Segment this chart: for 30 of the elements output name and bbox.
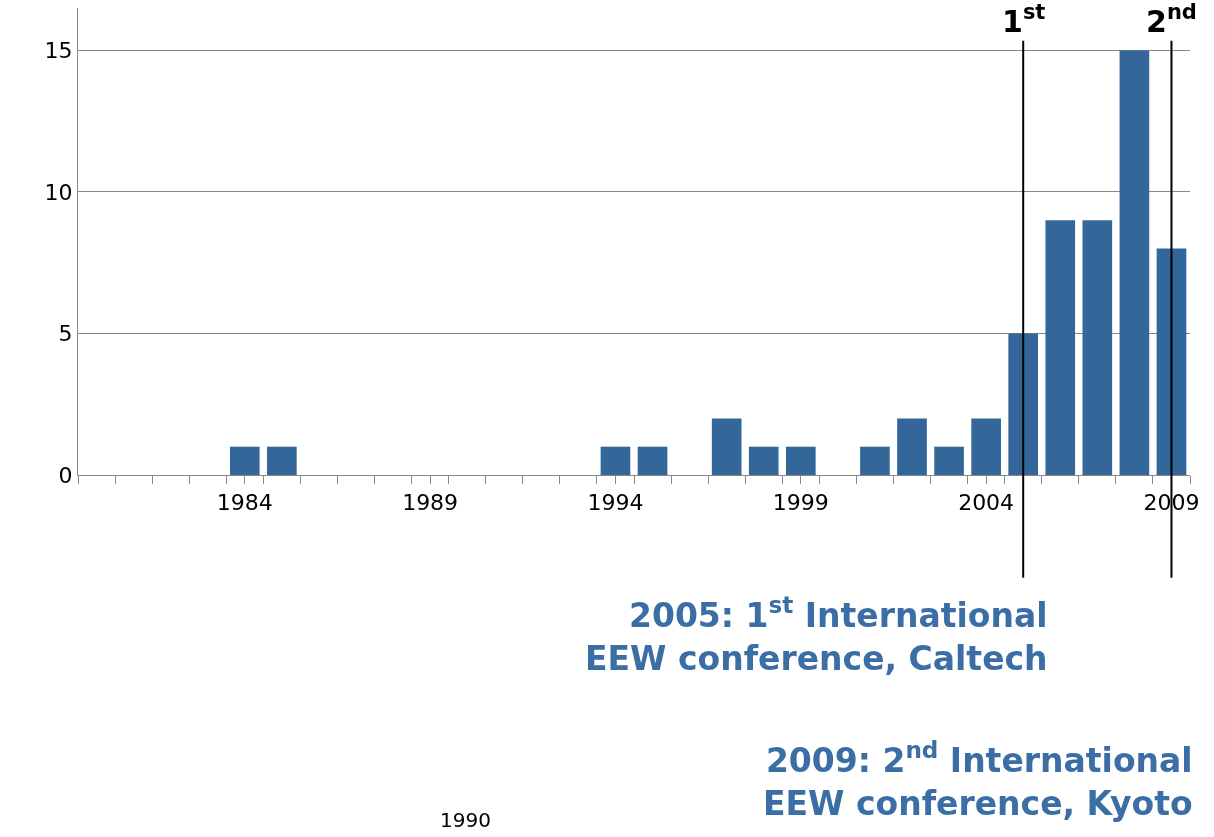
- y-tick-label: 15: [44, 38, 73, 64]
- x-tick-label: 1984: [216, 490, 273, 516]
- bar: [600, 446, 631, 475]
- bar: [711, 418, 742, 475]
- x-tick-label: 1994: [587, 490, 644, 516]
- ref-line-label: 1$^{st}$: [1002, 0, 1046, 39]
- bar: [229, 446, 260, 475]
- bar: [897, 418, 927, 475]
- bar: [748, 446, 779, 475]
- bar: [267, 446, 297, 475]
- text: 2009: 2$^{nd}$ International EEW conference, Kyoto: [763, 737, 1193, 823]
- x-tick-label: 1999: [772, 490, 829, 516]
- bar: [1082, 220, 1113, 475]
- bar: [1008, 333, 1039, 475]
- bar: [860, 446, 890, 475]
- y-tick-label: 5: [58, 321, 73, 347]
- x-tick-label: 2004: [958, 490, 1015, 516]
- bar: [637, 446, 668, 475]
- bar: [1156, 248, 1187, 475]
- ref-line-label: 2$^{nd}$: [1146, 0, 1197, 39]
- bar: [1045, 220, 1076, 475]
- y-tick-label: 10: [44, 179, 73, 205]
- y-tick-label: 0: [58, 462, 73, 488]
- bar: [934, 446, 964, 475]
- bar: [785, 446, 816, 475]
- bar: [1119, 50, 1150, 475]
- text: 2005: 1$^{st}$ International EEW conference, Caltech: [585, 592, 1048, 678]
- bar: [971, 418, 1001, 475]
- x-tick-label: 1989: [402, 490, 459, 516]
- text: 1990: [440, 808, 491, 832]
